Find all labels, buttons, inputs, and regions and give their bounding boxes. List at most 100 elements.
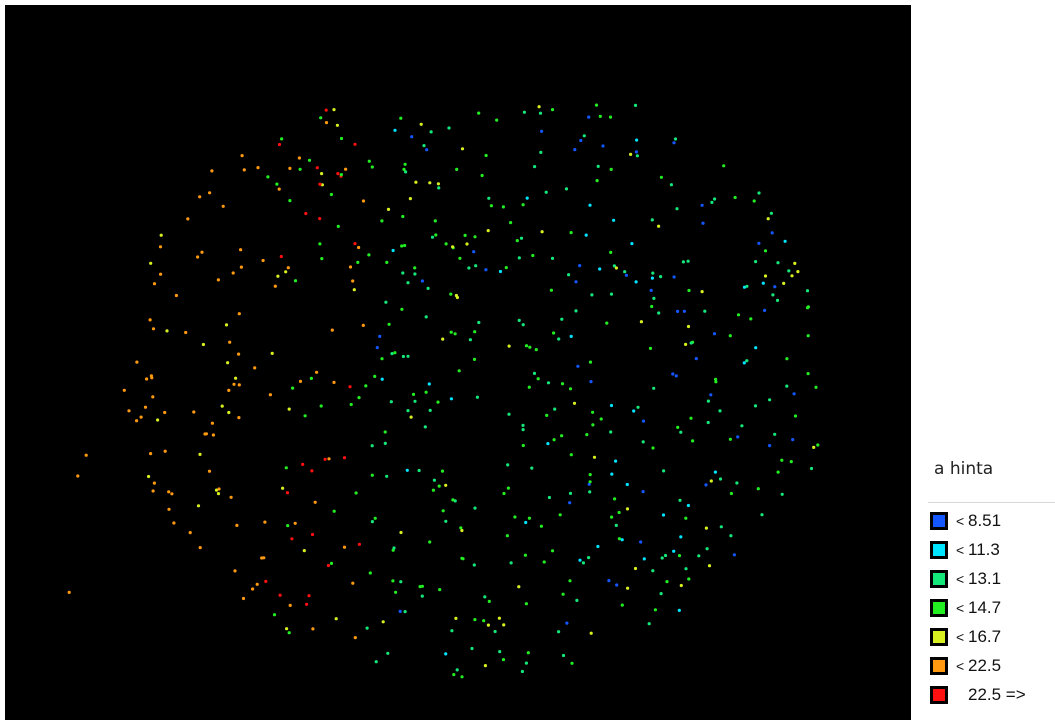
- data-point: [423, 425, 427, 429]
- data-point: [754, 260, 758, 264]
- data-point: [659, 275, 663, 279]
- data-point: [525, 196, 529, 200]
- data-point: [653, 608, 658, 612]
- data-point: [694, 357, 698, 361]
- data-point: [780, 458, 784, 462]
- data-point: [256, 166, 260, 170]
- data-point: [714, 377, 718, 381]
- data-point: [489, 204, 493, 208]
- data-point: [453, 332, 457, 336]
- data-point: [665, 580, 669, 584]
- data-point: [712, 332, 717, 336]
- data-point: [444, 242, 448, 246]
- data-point: [561, 592, 565, 596]
- data-point: [783, 239, 787, 243]
- data-point: [677, 608, 681, 613]
- data-point: [517, 585, 521, 589]
- data-point: [483, 595, 487, 599]
- data-point: [380, 219, 384, 223]
- data-point: [546, 381, 551, 385]
- data-point: [449, 330, 453, 334]
- data-point: [364, 384, 368, 388]
- data-point: [467, 266, 471, 270]
- data-point: [633, 103, 638, 107]
- data-point: [349, 402, 353, 407]
- data-point: [163, 449, 167, 453]
- data-point: [785, 384, 789, 388]
- data-point: [754, 346, 758, 350]
- data-point: [449, 292, 453, 296]
- data-point: [425, 148, 429, 152]
- data-point: [420, 279, 424, 283]
- data-point: [261, 258, 265, 263]
- data-point: [636, 405, 640, 409]
- data-point: [365, 626, 369, 630]
- data-point: [159, 272, 163, 276]
- data-point: [591, 410, 595, 414]
- data-point: [549, 288, 554, 292]
- data-point: [522, 110, 527, 114]
- data-point: [532, 371, 537, 375]
- data-point: [76, 474, 80, 478]
- data-point: [594, 103, 599, 107]
- data-point: [672, 549, 676, 553]
- data-point: [253, 366, 257, 370]
- data-point: [332, 509, 336, 513]
- data-point: [307, 158, 312, 162]
- data-point: [526, 651, 530, 655]
- data-point: [383, 430, 387, 434]
- data-point: [266, 175, 270, 179]
- data-point: [361, 323, 365, 327]
- data-point: [444, 483, 448, 487]
- data-point: [287, 407, 291, 411]
- data-point: [399, 530, 403, 535]
- data-point: [472, 250, 476, 254]
- data-point: [237, 383, 241, 387]
- data-point: [414, 180, 418, 184]
- data-point: [524, 661, 529, 665]
- data-point: [207, 469, 212, 473]
- data-point: [241, 596, 246, 601]
- data-point: [392, 546, 396, 550]
- data-point: [380, 377, 384, 381]
- data-point: [650, 304, 654, 309]
- data-point: [196, 504, 201, 508]
- data-point: [389, 400, 393, 404]
- data-point: [239, 248, 243, 252]
- data-point: [373, 374, 377, 378]
- data-point: [235, 523, 239, 528]
- data-point: [272, 613, 277, 617]
- data-point: [704, 526, 709, 530]
- legend-separator: <: [956, 571, 965, 587]
- data-point: [234, 376, 238, 380]
- data-point: [184, 330, 188, 335]
- data-point: [558, 513, 562, 517]
- data-point: [288, 199, 292, 203]
- data-point: [370, 473, 374, 477]
- data-point: [477, 111, 481, 115]
- data-point: [547, 495, 552, 500]
- data-point: [198, 546, 202, 550]
- data-point: [749, 317, 753, 321]
- data-point: [648, 346, 653, 350]
- data-point: [686, 503, 691, 508]
- data-point: [598, 114, 602, 118]
- data-point: [527, 516, 532, 520]
- data-point: [662, 469, 666, 473]
- data-point: [501, 658, 506, 662]
- data-point: [649, 288, 653, 292]
- data-point: [210, 169, 214, 173]
- data-point: [509, 561, 513, 565]
- legend-swatch: [930, 541, 948, 559]
- data-point: [201, 342, 205, 347]
- data-point: [311, 627, 315, 631]
- data-point: [436, 400, 440, 404]
- data-point: [335, 123, 339, 127]
- data-point: [399, 116, 403, 120]
- data-point: [320, 172, 324, 176]
- data-point: [719, 525, 723, 529]
- data-point: [763, 274, 768, 278]
- data-point: [305, 602, 309, 606]
- data-point: [568, 491, 573, 495]
- data-point: [498, 269, 503, 274]
